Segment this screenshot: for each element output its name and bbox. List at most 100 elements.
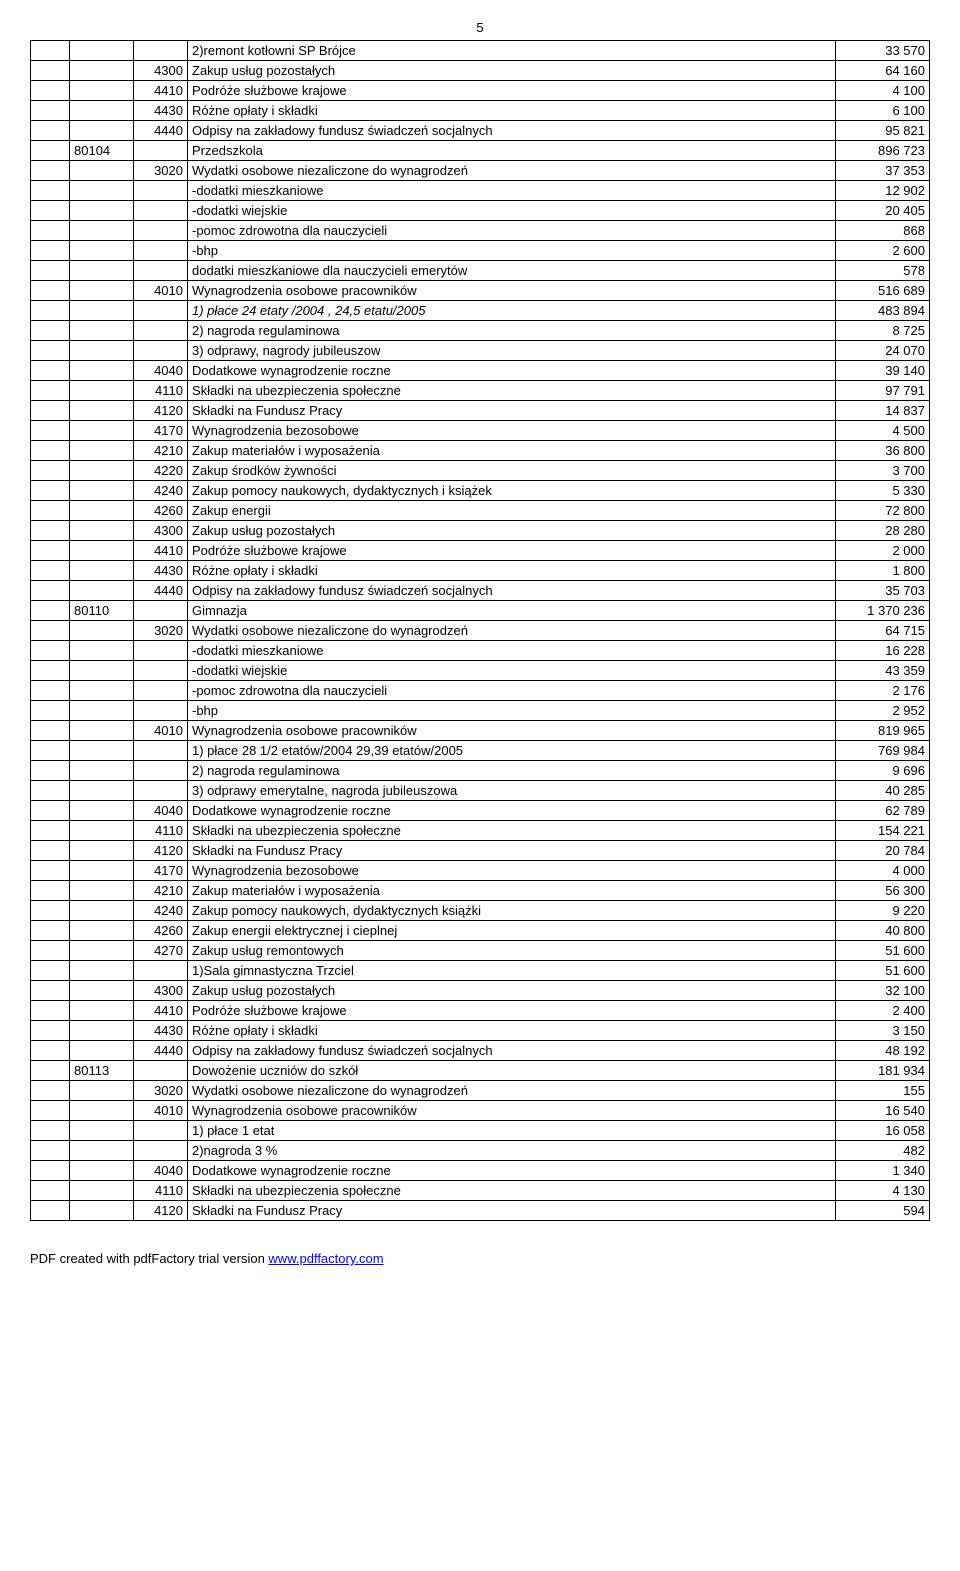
col-blank-a (31, 321, 70, 341)
col-code: 3020 (134, 1081, 188, 1101)
col-section (70, 101, 134, 121)
col-value: 154 221 (836, 821, 930, 841)
table-row: 1) płace 1 etat16 058 (31, 1121, 930, 1141)
table-row: 4170Wynagrodzenia bezosobowe4 500 (31, 421, 930, 441)
col-blank-a (31, 1081, 70, 1101)
col-value: 40 285 (836, 781, 930, 801)
col-description: 2)nagroda 3 % (188, 1141, 836, 1161)
col-description: Składki na Fundusz Pracy (188, 841, 836, 861)
col-code (134, 241, 188, 261)
col-value: 2 600 (836, 241, 930, 261)
col-code (134, 961, 188, 981)
col-value: 155 (836, 1081, 930, 1101)
table-row: 4240Zakup pomocy naukowych, dydaktycznyc… (31, 481, 930, 501)
col-section (70, 501, 134, 521)
col-blank-a (31, 801, 70, 821)
col-description: Zakup energii elektrycznej i cieplnej (188, 921, 836, 941)
col-value: 516 689 (836, 281, 930, 301)
col-blank-a (31, 901, 70, 921)
col-value: 97 791 (836, 381, 930, 401)
col-blank-a (31, 41, 70, 61)
table-row: -dodatki wiejskie20 405 (31, 201, 930, 221)
col-description: Zakup usług pozostałych (188, 61, 836, 81)
col-description: Zakup środków żywności (188, 461, 836, 481)
col-section (70, 461, 134, 481)
table-row: 4300Zakup usług pozostałych32 100 (31, 981, 930, 1001)
table-row: 2)remont kotłowni SP Brójce33 570 (31, 41, 930, 61)
col-section (70, 521, 134, 541)
col-blank-a (31, 841, 70, 861)
table-row: 4110Składki na ubezpieczenia społeczne4 … (31, 1181, 930, 1201)
col-code (134, 301, 188, 321)
col-value: 4 000 (836, 861, 930, 881)
col-code: 4210 (134, 441, 188, 461)
col-code: 4300 (134, 521, 188, 541)
table-row: 3020Wydatki osobowe niezaliczone do wyna… (31, 161, 930, 181)
col-value: 578 (836, 261, 930, 281)
col-blank-a (31, 881, 70, 901)
col-description: Dowożenie uczniów do szkół (188, 1061, 836, 1081)
col-value: 3 700 (836, 461, 930, 481)
table-row: 4440Odpisy na zakładowy fundusz świadcze… (31, 121, 930, 141)
col-code: 4040 (134, 801, 188, 821)
col-description: Podróże służbowe krajowe (188, 81, 836, 101)
col-blank-a (31, 641, 70, 661)
table-row: 4040Dodatkowe wynagrodzenie roczne62 789 (31, 801, 930, 821)
table-row: 4170Wynagrodzenia bezosobowe4 000 (31, 861, 930, 881)
table-row: 4430Różne opłaty i składki6 100 (31, 101, 930, 121)
col-blank-a (31, 581, 70, 601)
col-code: 4120 (134, 841, 188, 861)
col-section (70, 421, 134, 441)
col-code (134, 781, 188, 801)
footer-link[interactable]: www.pdffactory.com (268, 1251, 383, 1266)
table-row: 4010Wynagrodzenia osobowe pracowników819… (31, 721, 930, 741)
col-blank-a (31, 981, 70, 1001)
col-blank-a (31, 201, 70, 221)
col-section (70, 841, 134, 861)
col-description: -dodatki mieszkaniowe (188, 181, 836, 201)
col-section (70, 61, 134, 81)
col-blank-a (31, 761, 70, 781)
budget-table: 2)remont kotłowni SP Brójce33 5704300Zak… (30, 40, 930, 1221)
col-code: 4300 (134, 981, 188, 1001)
col-code (134, 321, 188, 341)
col-blank-a (31, 1061, 70, 1081)
col-code: 4430 (134, 561, 188, 581)
col-code: 4430 (134, 101, 188, 121)
col-code (134, 341, 188, 361)
col-section (70, 301, 134, 321)
col-blank-a (31, 541, 70, 561)
col-section (70, 721, 134, 741)
col-description: Wydatki osobowe niezaliczone do wynagrod… (188, 621, 836, 641)
col-blank-a (31, 561, 70, 581)
col-description: Wynagrodzenia osobowe pracowników (188, 281, 836, 301)
col-description: -bhp (188, 241, 836, 261)
col-code: 4170 (134, 421, 188, 441)
col-blank-a (31, 1021, 70, 1041)
table-row: 4040Dodatkowe wynagrodzenie roczne1 340 (31, 1161, 930, 1181)
col-value: 33 570 (836, 41, 930, 61)
table-row: 4430Różne opłaty i składki1 800 (31, 561, 930, 581)
col-value: 3 150 (836, 1021, 930, 1041)
col-blank-a (31, 181, 70, 201)
col-code (134, 41, 188, 61)
col-section (70, 1021, 134, 1041)
table-row: 4440Odpisy na zakładowy fundusz świadcze… (31, 581, 930, 601)
col-blank-a (31, 781, 70, 801)
table-row: 4410Podróże służbowe krajowe2 400 (31, 1001, 930, 1021)
col-code: 4240 (134, 481, 188, 501)
col-description: -pomoc zdrowotna dla nauczycieli (188, 221, 836, 241)
col-value: 6 100 (836, 101, 930, 121)
col-section (70, 801, 134, 821)
col-description: 3) odprawy emerytalne, nagroda jubileusz… (188, 781, 836, 801)
col-description: Wynagrodzenia bezosobowe (188, 421, 836, 441)
col-code: 4440 (134, 1041, 188, 1061)
col-value: 16 228 (836, 641, 930, 661)
col-code: 4120 (134, 1201, 188, 1221)
col-code: 4010 (134, 1101, 188, 1121)
col-code: 4410 (134, 1001, 188, 1021)
table-row: 4240Zakup pomocy naukowych, dydaktycznyc… (31, 901, 930, 921)
page-number: 5 (30, 20, 930, 35)
col-code: 4260 (134, 501, 188, 521)
col-code: 3020 (134, 621, 188, 641)
